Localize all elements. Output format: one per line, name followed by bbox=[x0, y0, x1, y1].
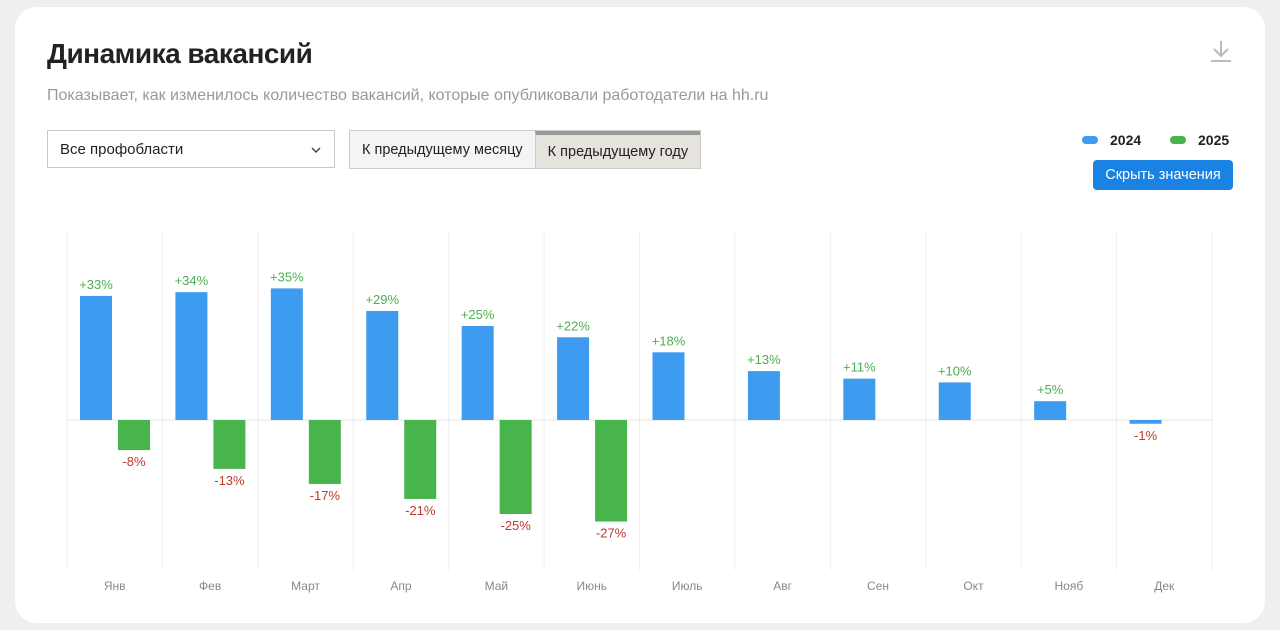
tab-previous-month[interactable]: К предыдущему месяцу bbox=[350, 131, 535, 168]
data-label-2024: +35% bbox=[270, 269, 304, 284]
bar-2024 bbox=[557, 337, 590, 420]
data-label-2024: +22% bbox=[556, 318, 590, 333]
bar-2024 bbox=[938, 382, 971, 420]
legend-swatch-2024 bbox=[1082, 136, 1098, 144]
data-label-2024: +10% bbox=[938, 363, 972, 378]
data-label-2025: -25% bbox=[500, 518, 531, 533]
data-label-2024: +13% bbox=[747, 352, 781, 367]
x-tick-label: Апр bbox=[390, 579, 412, 593]
x-tick-label: Май bbox=[485, 579, 509, 593]
profarea-select-value: Все профобласти bbox=[60, 140, 184, 158]
bar-2025 bbox=[595, 420, 628, 522]
bar-2024 bbox=[1129, 420, 1162, 424]
legend-item-2025[interactable]: 2025 bbox=[1170, 132, 1229, 148]
page-subtitle: Показывает, как изменилось количество ва… bbox=[47, 87, 769, 104]
bar-2025 bbox=[404, 420, 437, 499]
bar-2024 bbox=[80, 295, 112, 420]
data-label-2025: -27% bbox=[596, 526, 627, 541]
bar-2024 bbox=[366, 310, 399, 420]
data-label-2024: +11% bbox=[843, 360, 876, 375]
profarea-select[interactable]: Все профобласти bbox=[47, 130, 335, 168]
legend-item-2024[interactable]: 2024 bbox=[1082, 132, 1141, 148]
data-label-2024: +5% bbox=[1037, 382, 1064, 397]
data-label-2024: +34% bbox=[175, 273, 209, 288]
data-label-2025: -13% bbox=[214, 473, 245, 488]
bar-2025 bbox=[308, 420, 341, 484]
data-label-2024: +25% bbox=[461, 307, 495, 322]
bar-2025 bbox=[213, 420, 246, 469]
x-tick-label: Сен bbox=[867, 579, 889, 593]
x-tick-label: Янв bbox=[104, 579, 126, 593]
bar-2024 bbox=[175, 292, 208, 420]
bar-2024 bbox=[461, 326, 494, 420]
download-icon[interactable] bbox=[1208, 38, 1234, 64]
data-label-2025: -21% bbox=[405, 503, 436, 518]
bar-2025 bbox=[118, 420, 150, 451]
legend-label-2025: 2025 bbox=[1198, 132, 1230, 148]
legend-label-2024: 2024 bbox=[1110, 132, 1142, 148]
data-label-2024: +33% bbox=[79, 277, 113, 292]
bar-2025 bbox=[499, 420, 532, 514]
comparison-toggle: К предыдущему месяцу К предыдущему году bbox=[349, 130, 702, 169]
x-tick-label: Июнь bbox=[577, 579, 608, 593]
x-tick-label: Авг bbox=[773, 579, 792, 593]
x-tick-label: Фев bbox=[199, 579, 221, 593]
tab-previous-year[interactable]: К предыдущему году bbox=[534, 131, 701, 168]
legend-swatch-2025 bbox=[1170, 136, 1186, 144]
x-tick-label: Март bbox=[291, 579, 320, 593]
page-title: Динамика вакансий bbox=[47, 38, 313, 69]
hide-values-button[interactable]: Скрыть значения bbox=[1093, 160, 1233, 190]
x-tick-label: Дек bbox=[1154, 579, 1175, 593]
bar-2024 bbox=[747, 371, 780, 420]
bar-2024 bbox=[270, 288, 303, 420]
x-tick-label: Окт bbox=[963, 579, 984, 593]
bar-2024 bbox=[652, 352, 685, 420]
data-label-2025: -8% bbox=[122, 454, 146, 469]
data-label-2024: -1% bbox=[1134, 428, 1158, 443]
bar-2024 bbox=[1034, 401, 1067, 420]
data-label-2025: -17% bbox=[310, 488, 341, 503]
x-tick-label: Нояб bbox=[1055, 579, 1084, 593]
bar-2024 bbox=[843, 378, 876, 420]
chevron-down-icon bbox=[310, 141, 322, 158]
x-tick-label: Июль bbox=[672, 579, 703, 593]
data-label-2024: +18% bbox=[652, 333, 686, 348]
data-label-2024: +29% bbox=[365, 292, 399, 307]
